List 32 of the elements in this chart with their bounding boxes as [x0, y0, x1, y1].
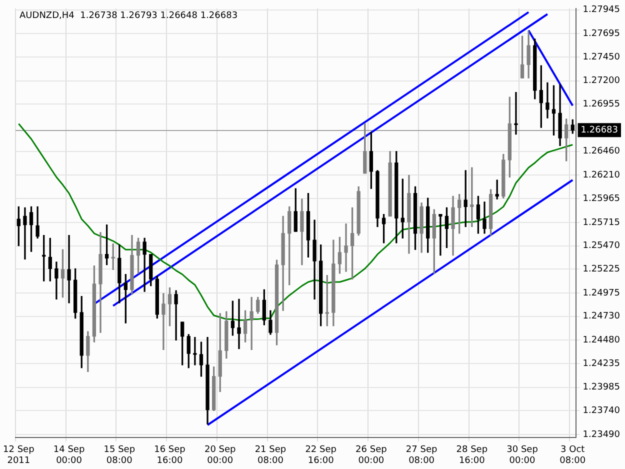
x-tick-label: 21 Sep 08:00 [254, 445, 286, 466]
y-tick-label: 1.24730 [582, 312, 620, 322]
y-tick-label: 1.27945 [582, 5, 620, 16]
y-tick-label: 1.23490 [582, 430, 620, 440]
x-tick-label: 22 Sep 16:00 [305, 445, 337, 466]
chart-title: AUDNZD,H4 1.26738 1.26793 1.26648 1.26683 [20, 11, 238, 22]
x-tick-label: 20 Sep 00:00 [204, 445, 236, 466]
y-tick-label: 1.25965 [582, 194, 620, 204]
x-tick-label: 26 Sep 00:00 [356, 445, 388, 466]
y-tick-label: 1.26210 [582, 170, 620, 181]
y-tick-label: 1.26460 [582, 146, 620, 157]
y-tick-label: 1.23985 [582, 382, 620, 393]
y-tick-label: 1.27695 [582, 29, 620, 40]
x-tick-label: 12 Sep 2011 [3, 445, 35, 466]
x-tick-label: 3 Oct 08:00 [560, 445, 586, 466]
y-tick-label: 1.24480 [582, 336, 620, 346]
y-tick-label: 1.27200 [582, 76, 620, 86]
x-tick-label: 15 Sep 08:00 [104, 445, 136, 466]
y-tick-label: 1.25470 [582, 241, 620, 252]
x-tick-label: 28 Sep 16:00 [456, 445, 488, 466]
x-tick-label: 30 Sep 00:00 [506, 445, 538, 466]
ref-line-label: 1.26683 [580, 125, 618, 136]
y-tick-label: 1.23740 [582, 406, 620, 416]
y-tick-label: 1.24975 [582, 288, 620, 298]
y-tick-label: 1.24235 [582, 358, 620, 369]
y-tick-label: 1.26955 [582, 100, 620, 110]
x-tick-label: 27 Sep 08:00 [406, 445, 438, 466]
x-tick-label: 16 Sep 16:00 [154, 445, 186, 466]
x-tick-label: 14 Sep 00:00 [53, 445, 85, 466]
y-tick-label: 1.25225 [582, 264, 620, 274]
y-tick-label: 1.25715 [582, 218, 620, 228]
y-tick-label: 1.27450 [582, 52, 620, 62]
